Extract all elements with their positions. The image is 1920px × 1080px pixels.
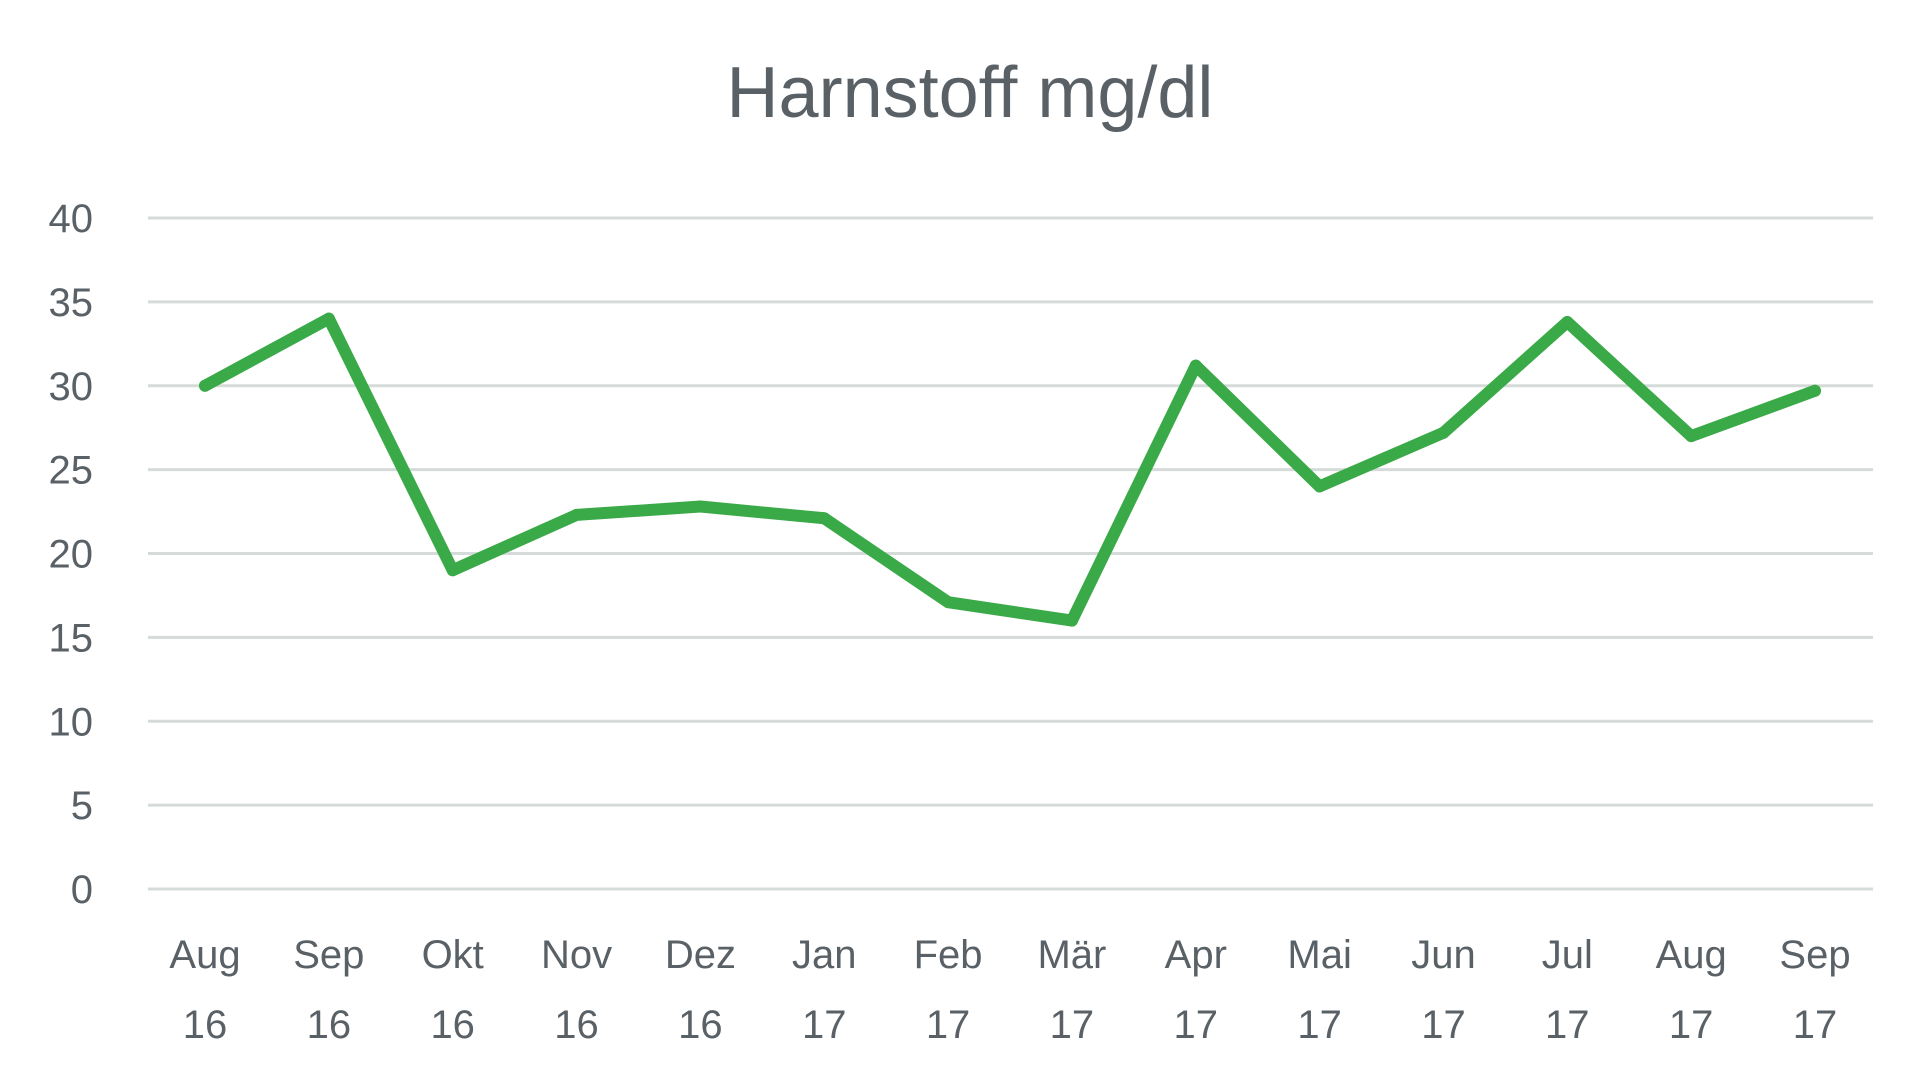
data-point [818, 512, 831, 525]
y-tick-label: 20 [49, 533, 94, 577]
data-point [694, 500, 707, 513]
x-tick-year: 17 [1421, 1003, 1466, 1047]
x-tick-year: 16 [307, 1003, 352, 1047]
y-tick-label: 15 [49, 616, 94, 660]
x-tick-year: 17 [1174, 1003, 1219, 1047]
data-point [1809, 384, 1821, 397]
x-tick-month: Feb [914, 933, 983, 977]
data-point [322, 312, 335, 325]
data-point [942, 596, 955, 609]
x-tick-year: 16 [554, 1003, 599, 1047]
data-point [1437, 426, 1450, 439]
x-tick-month: Aug [1656, 933, 1727, 977]
x-tick-label: Apr 17 [1165, 933, 1227, 1047]
series-layer [199, 312, 1821, 627]
data-point [1189, 359, 1202, 372]
data-point [1313, 480, 1326, 493]
y-tick-label: 10 [49, 700, 94, 744]
x-tick-month: Sep [1779, 933, 1850, 977]
x-tick-label: Mär 17 [1037, 933, 1106, 1047]
x-tick-month: Jan [792, 933, 857, 977]
x-tick-month: Okt [422, 933, 484, 977]
x-tick-year: 17 [1050, 1003, 1095, 1047]
y-tick-label: 25 [49, 449, 94, 493]
x-tick-label: Okt 16 [422, 933, 484, 1047]
y-tick-label: 30 [49, 365, 94, 409]
x-tick-month: Mai [1287, 933, 1351, 977]
x-tick-month: Mär [1037, 933, 1106, 977]
x-tick-year: 16 [430, 1003, 475, 1047]
x-tick-month: Apr [1165, 933, 1227, 977]
x-tick-year: 16 [678, 1003, 723, 1047]
x-tick-year: 17 [1669, 1003, 1714, 1047]
x-tick-label: Sep 17 [1779, 933, 1850, 1047]
y-tick-label: 40 [49, 197, 94, 241]
x-tick-month: Dez [665, 933, 736, 977]
x-tick-label: Aug 16 [169, 933, 240, 1047]
series-line [199, 312, 1821, 627]
x-tick-month: Nov [541, 933, 612, 977]
x-tick-year: 17 [1297, 1003, 1342, 1047]
data-point [446, 564, 459, 577]
x-tick-year: 17 [1545, 1003, 1590, 1047]
data-point [199, 379, 211, 392]
x-tick-label: Mai 17 [1287, 933, 1351, 1047]
gridlines [148, 216, 1873, 891]
data-point [1561, 316, 1574, 329]
x-tick-label: Nov 16 [541, 933, 612, 1047]
x-tick-month: Jun [1411, 933, 1476, 977]
x-tick-year: 17 [802, 1003, 847, 1047]
y-axis-ticks: 0 5 10 15 20 25 30 35 40 [49, 197, 94, 912]
x-tick-month: Jul [1542, 933, 1593, 977]
x-tick-label: Dez 16 [665, 933, 736, 1047]
y-tick-label: 0 [71, 868, 93, 912]
y-tick-label: 5 [71, 784, 93, 828]
data-point [1685, 430, 1698, 443]
y-tick-label: 35 [49, 281, 94, 325]
x-tick-month: Aug [169, 933, 240, 977]
x-axis-ticks: Aug 16 Sep 16 Okt 16 Nov 16 Dez 16 Jan 17 Feb 17 Mär 17… [169, 933, 1850, 1047]
x-tick-year: 16 [183, 1003, 228, 1047]
x-tick-month: Sep [293, 933, 364, 977]
x-tick-year: 17 [926, 1003, 971, 1047]
data-point [1065, 614, 1078, 627]
chart-title: Harnstoff mg/dl [727, 53, 1214, 133]
x-tick-label: Jun 17 [1411, 933, 1476, 1047]
x-tick-year: 17 [1793, 1003, 1838, 1047]
x-tick-label: Sep 16 [293, 933, 364, 1047]
data-point [570, 508, 583, 521]
x-tick-label: Feb 17 [914, 933, 983, 1047]
x-tick-label: Jul 17 [1542, 933, 1593, 1047]
x-tick-label: Aug 17 [1656, 933, 1727, 1047]
x-tick-label: Jan 17 [792, 933, 857, 1047]
